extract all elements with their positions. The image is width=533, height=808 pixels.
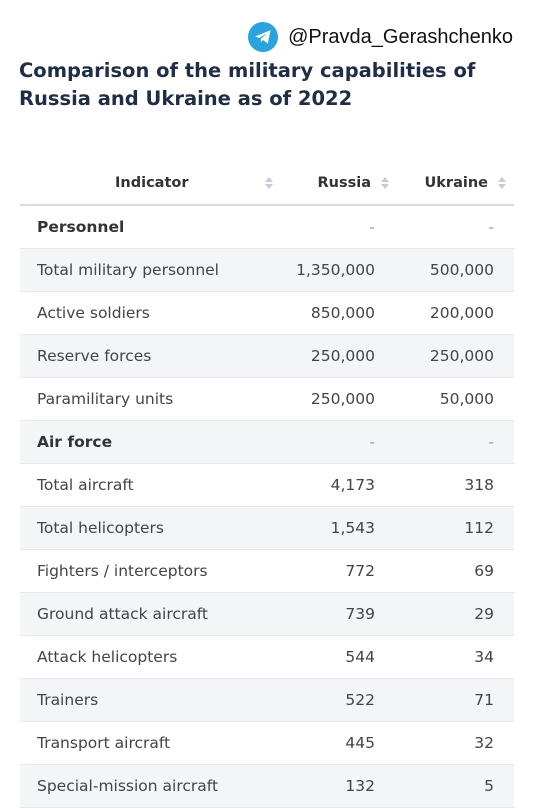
page-title: Comparison of the military capabilities …: [19, 59, 476, 110]
indicator-cell: Transport aircraft: [20, 721, 285, 765]
russia-value-cell: 772: [285, 549, 393, 593]
ukraine-value-cell: 5: [393, 764, 514, 808]
table-row: Ground attack aircraft 739 29: [20, 592, 514, 636]
russia-value-cell: 850,000: [285, 291, 393, 335]
russia-value-cell: 4,173: [285, 463, 393, 507]
indicator-cell: Fighters / interceptors: [20, 549, 285, 593]
column-header-russia[interactable]: Russia: [285, 162, 393, 206]
russia-value-cell: 739: [285, 592, 393, 636]
russia-value-cell: 544: [285, 635, 393, 679]
source-header: @Pravda_Gerashchenko: [248, 22, 513, 52]
indicator-cell: Active soldiers: [20, 291, 285, 335]
telegram-icon: [248, 22, 279, 52]
table-row: Fighters / interceptors 772 69: [20, 549, 514, 593]
table-row: Active soldiers 850,000 200,000: [20, 291, 514, 335]
column-header-label: Ukraine: [424, 175, 488, 191]
comparison-table: Indicator Russia Ukraine Personnel -: [20, 162, 514, 808]
russia-value-cell: 132: [285, 764, 393, 808]
indicator-cell: Personnel: [20, 205, 285, 249]
indicator-cell: Paramilitary units: [20, 377, 285, 421]
russia-value-cell: 522: [285, 678, 393, 722]
table-section-row: Personnel - -: [20, 205, 514, 249]
indicator-cell: Attack helicopters: [20, 635, 285, 679]
ukraine-value-cell: 34: [393, 635, 514, 679]
ukraine-value-cell: 200,000: [393, 291, 514, 335]
sort-icon[interactable]: [265, 177, 273, 189]
indicator-cell: Air force: [20, 420, 285, 464]
table-header-row: Indicator Russia Ukraine: [20, 162, 514, 206]
russia-value-cell: -: [285, 420, 393, 464]
indicator-cell: Reserve forces: [20, 334, 285, 378]
table-row: Attack helicopters 544 34: [20, 635, 514, 679]
russia-value-cell: -: [285, 205, 393, 249]
indicator-cell: Special-mission aircraft: [20, 764, 285, 808]
indicator-cell: Total aircraft: [20, 463, 285, 507]
sort-icon[interactable]: [498, 177, 506, 189]
indicator-cell: Total helicopters: [20, 506, 285, 550]
ukraine-value-cell: -: [393, 420, 514, 464]
table-row: Reserve forces 250,000 250,000: [20, 334, 514, 378]
russia-value-cell: 250,000: [285, 334, 393, 378]
russia-value-cell: 445: [285, 721, 393, 765]
ukraine-value-cell: 250,000: [393, 334, 514, 378]
sort-icon[interactable]: [381, 177, 389, 189]
column-header-label: Russia: [317, 175, 371, 191]
ukraine-value-cell: 71: [393, 678, 514, 722]
table-row: Total aircraft 4,173 318: [20, 463, 514, 507]
russia-value-cell: 250,000: [285, 377, 393, 421]
table-row: Trainers 522 71: [20, 678, 514, 722]
table-row: Paramilitary units 250,000 50,000: [20, 377, 514, 421]
table-row: Special-mission aircraft 132 5: [20, 764, 514, 808]
ukraine-value-cell: -: [393, 205, 514, 249]
table-row: Total helicopters 1,543 112: [20, 506, 514, 550]
table-row: Total military personnel 1,350,000 500,0…: [20, 248, 514, 292]
table-section-row: Air force - -: [20, 420, 514, 464]
table-row: Transport aircraft 445 32: [20, 721, 514, 765]
column-header-label: Indicator: [115, 175, 189, 191]
indicator-cell: Total military personnel: [20, 248, 285, 292]
russia-value-cell: 1,543: [285, 506, 393, 550]
ukraine-value-cell: 318: [393, 463, 514, 507]
column-header-indicator[interactable]: Indicator: [20, 162, 285, 206]
indicator-cell: Ground attack aircraft: [20, 592, 285, 636]
ukraine-value-cell: 69: [393, 549, 514, 593]
ukraine-value-cell: 32: [393, 721, 514, 765]
ukraine-value-cell: 50,000: [393, 377, 514, 421]
ukraine-value-cell: 112: [393, 506, 514, 550]
column-header-ukraine[interactable]: Ukraine: [393, 162, 514, 206]
ukraine-value-cell: 29: [393, 592, 514, 636]
indicator-cell: Trainers: [20, 678, 285, 722]
ukraine-value-cell: 500,000: [393, 248, 514, 292]
russia-value-cell: 1,350,000: [285, 248, 393, 292]
source-handle[interactable]: @Pravda_Gerashchenko: [288, 25, 513, 48]
